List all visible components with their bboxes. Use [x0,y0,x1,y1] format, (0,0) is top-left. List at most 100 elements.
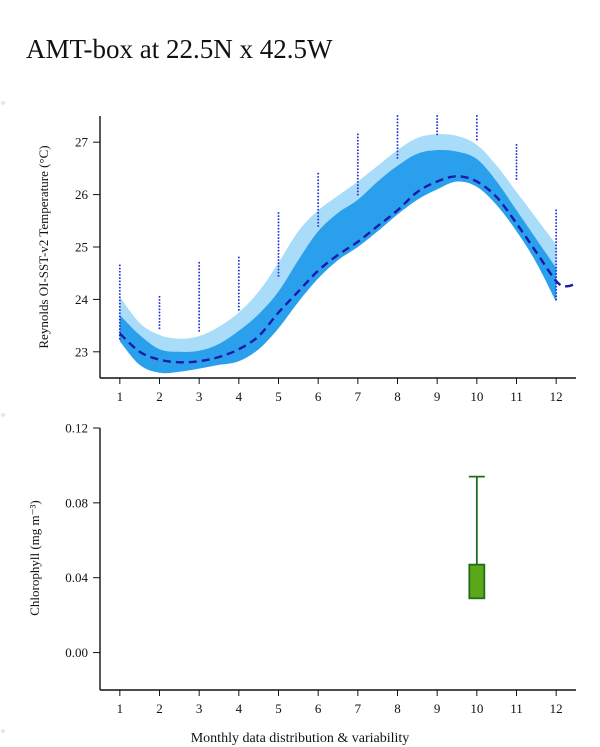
observation-point [396,140,399,143]
observation-point [396,144,399,146]
observation-point [396,134,399,137]
observation-point [555,276,558,279]
observation-point [555,218,558,221]
sst-x-tick-label: 4 [236,389,243,404]
observation-point [277,218,280,221]
inner-variability-band [119,149,557,374]
sst-x-tick-label: 6 [315,389,322,404]
sst-y-tick-label: 23 [75,344,88,359]
observation-point [118,286,121,289]
page-title: AMT-box at 22.5N x 42.5W [26,34,333,64]
observation-point [237,295,240,298]
chl-x-tick-label: 11 [510,701,523,716]
observation-point [396,147,399,150]
observation-point [277,215,280,218]
observation-point [237,308,240,311]
observation-point [555,263,558,266]
observation-point [555,209,558,212]
chl-x-tick-label: 9 [434,701,441,716]
observation-point [118,299,121,302]
observation-point [555,257,558,259]
observation-point [555,292,558,294]
observation-point [198,271,201,274]
observation-point [475,125,478,128]
observation-point [198,294,201,297]
observation-point [515,153,518,156]
observation-point [515,174,518,177]
observation-point [555,234,558,237]
observation-point [118,302,121,305]
observation-point [515,143,518,146]
sst-x-tick-label: 1 [117,389,124,404]
chl-x-tick-label: 4 [236,701,243,716]
observation-point [396,137,399,140]
observation-point [118,277,121,280]
observation-point [475,118,478,121]
chl-y-tick-label: 0.04 [65,570,88,585]
chl-y-tick-label: 0.08 [65,495,88,510]
observation-point [555,231,558,234]
observation-point [198,268,201,271]
observation-point [118,264,121,267]
observation-point [515,162,518,165]
observation-point [555,260,558,263]
observation-point [277,265,280,268]
observation-point [277,224,280,227]
observation-point [118,324,121,327]
observation-point [356,165,359,168]
sst-x-tick-label: 10 [470,389,483,404]
observation-point [555,288,558,291]
observation-point [237,266,240,269]
observation-point [237,269,240,272]
observation-point [317,182,320,185]
observation-point [118,289,121,292]
observation-point [515,150,518,152]
observation-point [356,158,359,161]
observation-point [396,156,399,159]
observation-point [396,124,399,127]
observation-point [317,175,320,178]
sst-x-tick-label: 5 [275,389,282,404]
observation-point [237,305,240,308]
sst-y-tick-label: 24 [75,292,89,307]
observation-point [118,293,121,295]
sst-y-tick-label: 26 [75,187,89,202]
observation-point [118,296,121,299]
observation-point [396,115,399,117]
observation-point [198,303,201,306]
observation-point [396,121,399,124]
observation-point [356,152,359,155]
observation-point [198,313,201,316]
chl-x-tick-label: 6 [315,701,322,716]
observation-point [555,295,558,298]
observation-point [158,320,161,323]
observation-point [277,246,280,249]
observation-point [277,227,280,230]
chl-y-tick-label: 0.00 [65,645,88,660]
observation-point [198,261,201,264]
observation-point [277,249,280,252]
observation-point [475,135,478,138]
observation-point [356,190,359,193]
margin-dot [1,729,5,733]
observation-point [475,131,478,134]
observation-point [198,297,201,300]
observation-point [158,298,161,301]
observation-point [158,305,161,308]
observation-point [396,153,399,156]
observation-point [555,285,558,288]
observation-point [277,233,280,236]
observation-point [356,187,359,190]
observation-point [317,225,320,227]
observation-point [396,118,399,121]
observation-point [356,171,359,174]
sst-x-tick-label: 11 [510,389,523,404]
observation-point [515,177,518,180]
observation-point [317,215,320,218]
observation-point [555,269,558,272]
observation-point [356,177,359,180]
observation-point [356,142,359,145]
sst-y-tick-label: 25 [75,240,88,255]
observation-point [237,282,240,285]
observation-point [118,312,121,315]
